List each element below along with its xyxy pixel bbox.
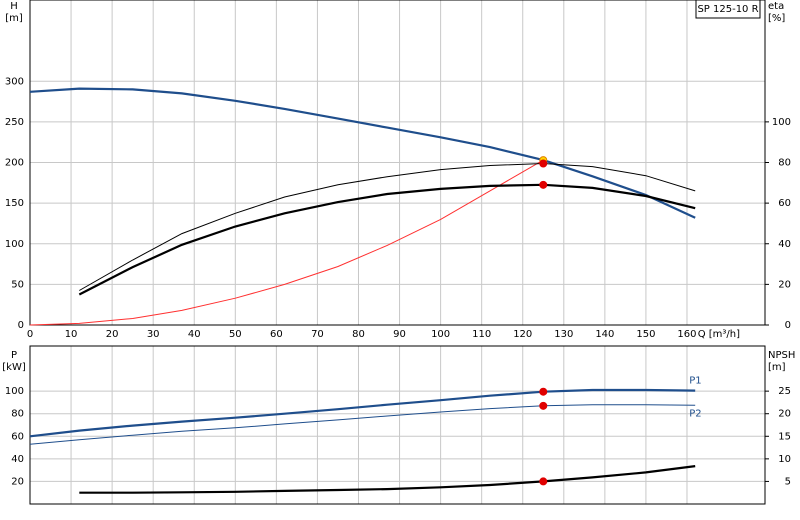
series-line <box>79 162 696 291</box>
y2-tick-label: 20 <box>778 279 791 290</box>
y2-tick-label: 60 <box>778 198 791 209</box>
plot-frame <box>29 345 766 505</box>
series-line <box>29 159 544 326</box>
title-box <box>695 0 761 19</box>
x-tick-label: 0 <box>27 329 33 340</box>
y2-tick-label: 20 <box>778 409 791 420</box>
y-axis-unit: [kW] <box>2 362 26 373</box>
y-tick-label: 20 <box>11 476 24 487</box>
operating-point <box>539 387 548 396</box>
x-tick-label: 150 <box>636 329 655 340</box>
x-tick-label: 140 <box>595 329 614 340</box>
operating-point <box>539 159 548 168</box>
series-label: P2 <box>689 408 701 419</box>
y-axis-label: H <box>10 1 18 12</box>
x-tick-label: 40 <box>188 329 201 340</box>
x-tick-label: 60 <box>270 329 283 340</box>
y-tick-label: 100 <box>5 386 24 397</box>
operating-point <box>539 401 548 410</box>
y-axis-label: P <box>11 350 17 361</box>
y2-tick-label: 100 <box>772 117 791 128</box>
y-tick-label: 50 <box>11 279 24 290</box>
x-tick-label: 90 <box>393 329 406 340</box>
series-line <box>79 465 696 494</box>
x-tick-label: 70 <box>311 329 324 340</box>
x-tick-label: 110 <box>472 329 491 340</box>
y2-axis-label: NPSH <box>768 350 795 361</box>
y-tick-label: 200 <box>5 158 24 169</box>
x-tick-label: 100 <box>431 329 450 340</box>
y-tick-label: 60 <box>11 431 24 442</box>
series-label: P1 <box>689 376 701 387</box>
operating-point <box>539 180 548 189</box>
y2-axis-unit: [%] <box>768 13 785 24</box>
x-tick-label: 130 <box>554 329 573 340</box>
series-line <box>78 183 696 296</box>
x-tick-label: 10 <box>65 329 78 340</box>
y2-tick-label: 10 <box>778 454 791 465</box>
x-tick-label: 20 <box>106 329 119 340</box>
y-tick-label: 150 <box>5 198 24 209</box>
x-tick-label: 160 <box>677 329 696 340</box>
x-tick-label: 120 <box>513 329 532 340</box>
y2-tick-label: 25 <box>778 386 791 397</box>
series-line <box>29 87 696 219</box>
y2-tick-label: 80 <box>778 158 791 169</box>
y2-tick-label: 0 <box>785 320 791 331</box>
y2-tick-label: 15 <box>778 431 791 442</box>
y-tick-label: 100 <box>5 239 24 250</box>
x-tick-label: 50 <box>229 329 242 340</box>
series-line <box>29 404 696 445</box>
y2-tick-label: 40 <box>778 239 791 250</box>
x-axis-label: Q [m³/h] <box>698 329 740 340</box>
plot-frame <box>29 0 766 326</box>
chart-title: SP 125-10 R <box>697 4 758 15</box>
series-line <box>29 388 696 438</box>
operating-point <box>539 477 548 486</box>
y2-axis-unit: [m] <box>768 362 786 373</box>
y2-tick-label: 5 <box>785 476 791 487</box>
x-tick-label: 30 <box>147 329 160 340</box>
y2-axis-label: eta <box>768 1 784 12</box>
y-tick-label: 300 <box>5 76 24 87</box>
y-tick-label: 80 <box>11 409 24 420</box>
y-axis-unit: [m] <box>5 13 23 24</box>
y-tick-label: 40 <box>11 454 24 465</box>
y-tick-label: 0 <box>18 320 24 331</box>
y-tick-label: 250 <box>5 117 24 128</box>
x-tick-label: 80 <box>352 329 365 340</box>
